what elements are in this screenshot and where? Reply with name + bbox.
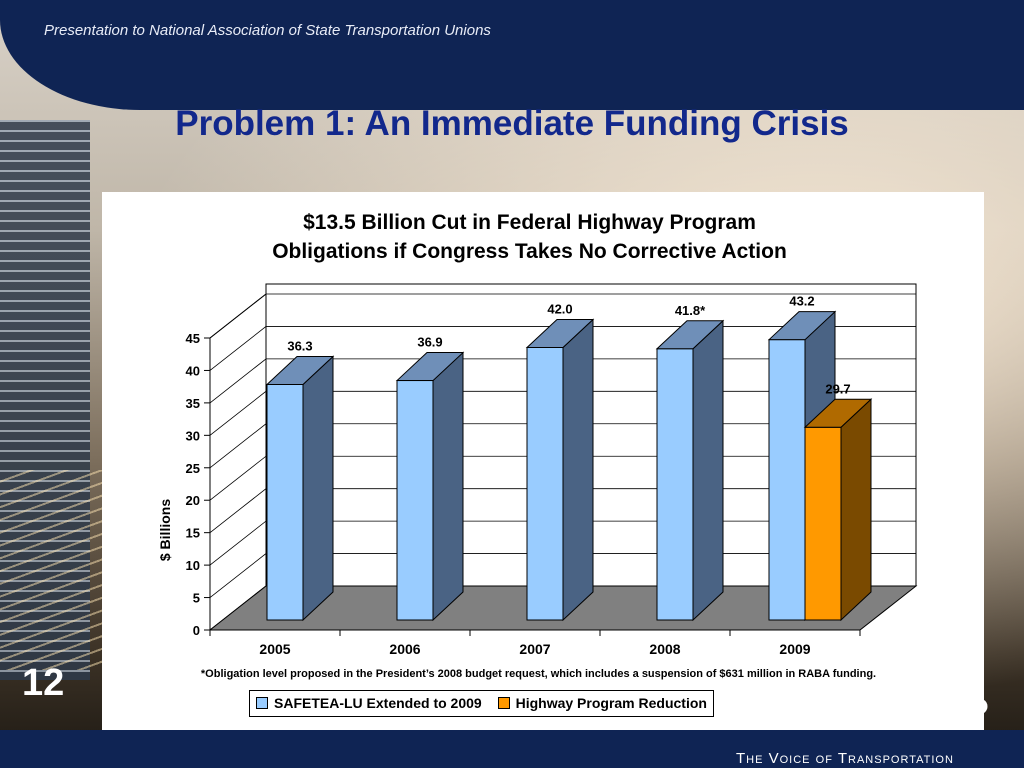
- logo-wordmark: AASHTO: [736, 690, 1002, 722]
- bar-side-face: [840, 398, 872, 622]
- slide-number: 12: [22, 662, 65, 704]
- x-tick-label: 2009: [779, 641, 810, 657]
- bar-safetea-lu: [768, 339, 806, 621]
- bar-top-face: [803, 398, 873, 428]
- data-label: 43.2: [789, 294, 814, 309]
- header-text: Presentation to National Association of …: [44, 22, 491, 39]
- data-label: 42.0: [547, 301, 572, 316]
- y-tick-label: 40: [186, 363, 200, 378]
- bar-side-face: [562, 318, 594, 622]
- data-label: 41.8*: [675, 303, 706, 318]
- y-tick-label: 35: [186, 396, 200, 411]
- footer-band: [0, 730, 1024, 768]
- y-tick-label: 20: [186, 493, 200, 508]
- bar-side-face: [692, 319, 724, 622]
- y-tick-label: 0: [193, 623, 200, 638]
- chart-legend: SAFETEA-LU Extended to 2009 Highway Prog…: [249, 690, 714, 717]
- logo-tagline: The Voice of Transportation: [736, 750, 954, 767]
- y-tick-label: 5: [193, 591, 200, 606]
- chart-title-line2: Obligations if Congress Takes No Correct…: [272, 240, 787, 263]
- bar-top-face: [265, 355, 335, 385]
- chart-panel: $13.5 Billion Cut in Federal Highway Pro…: [102, 192, 984, 730]
- x-tick-label: 2006: [389, 641, 420, 657]
- bar-top-face: [655, 320, 725, 350]
- bar-program-reduction: [804, 426, 842, 621]
- data-label: 29.7: [825, 381, 850, 396]
- bar-side-face: [302, 355, 334, 622]
- x-tick-label: 2007: [519, 641, 550, 657]
- y-tick-label: 15: [186, 526, 200, 541]
- bar-safetea-lu: [526, 346, 564, 621]
- legend-swatch-series-1: [256, 697, 268, 709]
- bar-chart: 0 5 10 15 20 25 30 35 40 45 2005 2006 2007 2008 2009 36…: [186, 283, 918, 657]
- legend-item-series-2: Highway Program Reduction: [497, 695, 707, 711]
- x-tick-label: 2005: [259, 641, 290, 657]
- x-tick-label: 2008: [649, 641, 680, 657]
- bar-side-face: [432, 351, 464, 622]
- bar-safetea-lu: [656, 348, 694, 621]
- y-tick-label: 30: [186, 428, 200, 443]
- chart-footnote: *Obligation level proposed in the Presid…: [200, 668, 877, 680]
- header-band: [0, 0, 1024, 110]
- gridline: [209, 293, 916, 339]
- bar-safetea-lu: [396, 380, 434, 621]
- slide-title: Problem 1: An Immediate Funding Crisis: [175, 104, 849, 143]
- y-tick-label: 45: [186, 331, 200, 346]
- bar-safetea-lu: [266, 383, 304, 621]
- y-tick-label: 25: [186, 461, 200, 476]
- bar-top-face: [767, 311, 837, 341]
- legend-label-series-1: SAFETEA-LU Extended to 2009: [274, 695, 482, 711]
- bar-top-face: [525, 318, 595, 348]
- chart-side-wall: [209, 292, 267, 632]
- bar-top-face: [395, 352, 465, 382]
- legend-item-series-1: SAFETEA-LU Extended to 2009: [256, 695, 482, 711]
- legend-swatch-series-2: [497, 697, 510, 709]
- data-label: 36.3: [287, 338, 312, 353]
- chart-title-line1: $13.5 Billion Cut in Federal Highway Pro…: [303, 211, 756, 234]
- data-label: 36.9: [417, 335, 442, 350]
- aashto-logo: AASHTO The Voice of Transportation: [736, 690, 1024, 768]
- legend-label-series-2: Highway Program Reduction: [515, 695, 707, 711]
- y-tick-label: 10: [186, 558, 200, 573]
- chart-title: $13.5 Billion Cut in Federal Highway Pro…: [102, 208, 957, 266]
